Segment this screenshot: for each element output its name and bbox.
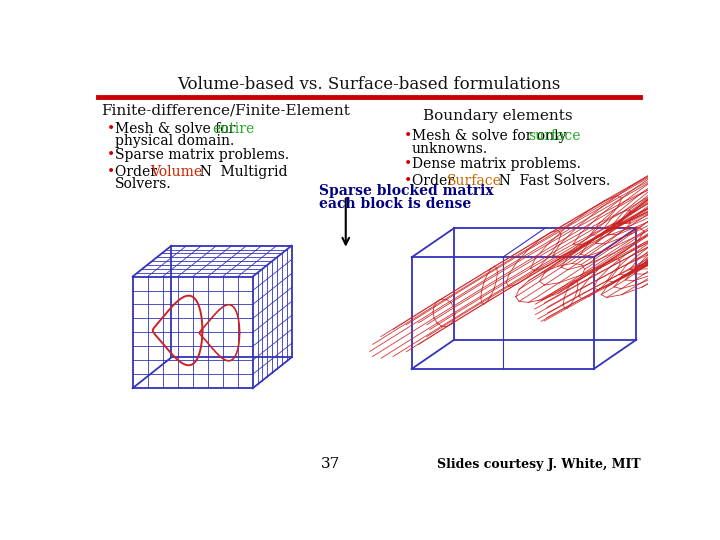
- Text: 37: 37: [320, 457, 340, 471]
- Text: •: •: [404, 130, 412, 144]
- Text: Mesh & solve for: Mesh & solve for: [114, 122, 240, 136]
- Text: Sparse matrix problems.: Sparse matrix problems.: [114, 148, 289, 162]
- Text: •: •: [404, 157, 412, 171]
- Text: N  Fast Solvers.: N Fast Solvers.: [490, 174, 610, 188]
- Text: Surface: Surface: [447, 174, 502, 188]
- Text: Dense matrix problems.: Dense matrix problems.: [412, 157, 580, 171]
- Text: •: •: [107, 165, 115, 179]
- Text: Slides courtesy J. White, MIT: Slides courtesy J. White, MIT: [436, 458, 640, 471]
- Text: Sparse blocked matrix: Sparse blocked matrix: [319, 184, 493, 198]
- Text: unknowns.: unknowns.: [412, 142, 487, 156]
- Text: Solvers.: Solvers.: [114, 177, 171, 191]
- Text: physical domain.: physical domain.: [114, 134, 234, 148]
- Text: Volume: Volume: [150, 165, 202, 179]
- Text: •: •: [107, 122, 115, 136]
- Text: Finite-difference/Finite-Element: Finite-difference/Finite-Element: [101, 103, 350, 117]
- Text: Volume-based vs. Surface-based formulations: Volume-based vs. Surface-based formulati…: [177, 76, 561, 92]
- Text: •: •: [107, 148, 115, 162]
- Text: Mesh & solve for only: Mesh & solve for only: [412, 130, 570, 144]
- Text: Order: Order: [114, 165, 166, 179]
- Text: each block is dense: each block is dense: [319, 197, 471, 211]
- Text: Boundary elements: Boundary elements: [423, 110, 573, 124]
- Text: N  Multigrid: N Multigrid: [191, 165, 287, 179]
- Text: Order: Order: [412, 174, 462, 188]
- Text: surface: surface: [528, 130, 581, 144]
- Text: entire: entire: [212, 122, 255, 136]
- Text: •: •: [404, 174, 412, 188]
